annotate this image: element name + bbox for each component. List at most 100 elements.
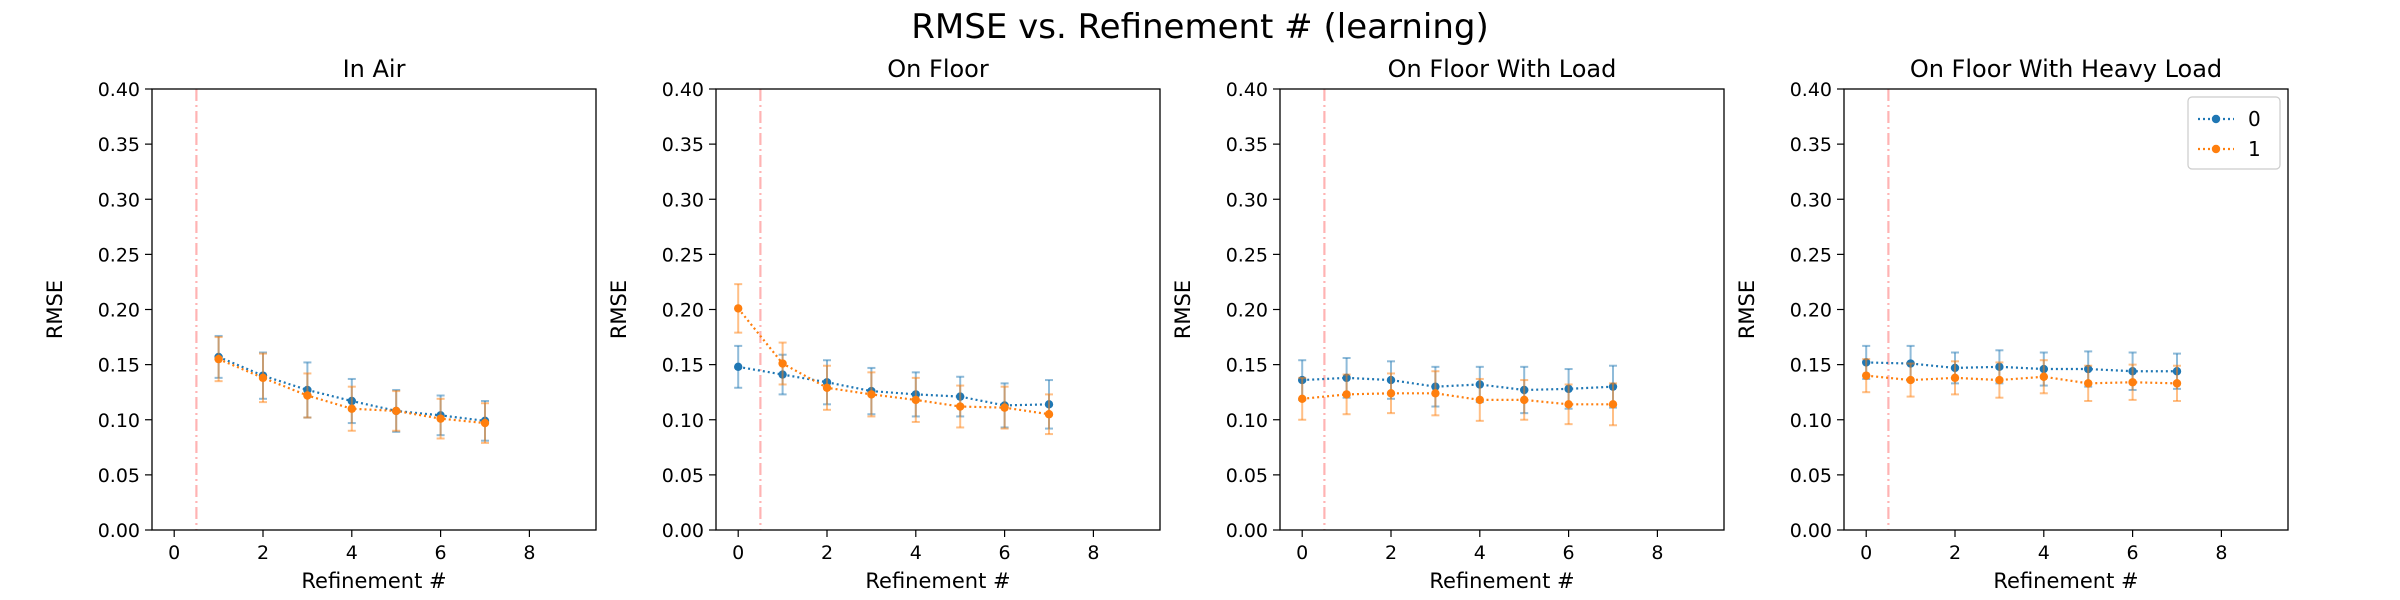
y-tick-label: 0.10 xyxy=(98,410,140,432)
legend-swatch-marker xyxy=(2211,144,2221,154)
y-tick-label: 0.20 xyxy=(98,300,140,322)
x-axis-label: Refinement # xyxy=(865,569,1010,593)
data-point xyxy=(1431,389,1440,398)
x-tick-label: 0 xyxy=(732,542,744,564)
y-tick-label: 0.30 xyxy=(662,189,704,211)
chart-panel-2: On Floor 0.00 0.05 0.10 0.15 0.20 0.25 0.30 0.35… xyxy=(607,55,1161,593)
y-tick-label: 0.25 xyxy=(1226,244,1268,266)
x-axis-label: Refinement # xyxy=(1993,569,2138,593)
legend-swatch-marker xyxy=(2211,114,2221,124)
y-tick-label: 0.15 xyxy=(98,355,140,377)
legend-label: 0 xyxy=(2248,107,2261,131)
data-point xyxy=(1386,389,1396,398)
data-point xyxy=(1044,410,1054,419)
y-tick-label: 0.25 xyxy=(662,244,704,266)
x-tick-label: 8 xyxy=(523,542,535,564)
y-axis-label: RMSE xyxy=(43,280,67,339)
series-line xyxy=(1302,376,1614,392)
x-tick-label: 2 xyxy=(821,542,833,564)
x-tick-label: 6 xyxy=(2127,542,2139,564)
legend-label: 1 xyxy=(2248,137,2261,161)
data-point xyxy=(1342,390,1351,399)
panel-title: On Floor With Load xyxy=(1388,55,1617,83)
plot-frame xyxy=(1279,88,1725,531)
x-tick-label: 4 xyxy=(346,542,358,564)
x-tick-label: 2 xyxy=(257,542,269,564)
data-point xyxy=(2084,379,2093,388)
y-tick-label: 0.40 xyxy=(1790,79,1832,101)
y-tick-label: 0.05 xyxy=(1226,465,1268,487)
data-point xyxy=(734,304,743,313)
data-point xyxy=(1298,394,1307,404)
data-point xyxy=(1906,375,1915,385)
y-tick-label: 0.40 xyxy=(662,79,704,101)
x-tick-label: 6 xyxy=(1563,542,1575,564)
x-tick-label: 4 xyxy=(2038,542,2050,564)
x-axis-label: Refinement # xyxy=(301,569,446,593)
data-point xyxy=(956,402,965,411)
y-tick-label: 0.35 xyxy=(1226,134,1268,156)
data-point xyxy=(1862,371,1871,380)
x-tick-label: 2 xyxy=(1385,542,1397,564)
y-tick-label: 0.35 xyxy=(662,134,704,156)
data-point xyxy=(214,354,223,364)
data-point xyxy=(1000,403,1009,412)
y-tick-label: 0.20 xyxy=(662,300,704,322)
y-tick-label: 0.35 xyxy=(1790,134,1832,156)
data-point xyxy=(911,395,920,405)
legend: 01 xyxy=(2187,96,2281,170)
series-1 xyxy=(734,283,1054,436)
data-point xyxy=(392,406,401,416)
series-line xyxy=(1866,374,2178,385)
series-1 xyxy=(1298,370,1618,427)
series-line xyxy=(1302,392,1613,406)
plot-frame xyxy=(151,88,597,531)
x-tick-label: 8 xyxy=(1087,542,1099,564)
y-tick-label: 0.00 xyxy=(98,520,140,542)
data-point xyxy=(2128,378,2137,387)
figure-suptitle: RMSE vs. Refinement # (learning) xyxy=(911,7,1488,47)
data-point xyxy=(822,383,832,392)
y-tick-label: 0.15 xyxy=(1226,355,1268,377)
y-axis-label: RMSE xyxy=(1171,280,1195,339)
data-point xyxy=(436,414,445,423)
y-tick-label: 0.15 xyxy=(1790,355,1832,377)
y-tick-label: 0.15 xyxy=(662,355,704,377)
x-tick-label: 6 xyxy=(435,542,447,564)
y-axis-label: RMSE xyxy=(607,280,631,339)
y-tick-label: 0.10 xyxy=(1226,410,1268,432)
y-tick-label: 0.25 xyxy=(98,244,140,266)
panel-title: In Air xyxy=(343,55,406,83)
data-point xyxy=(2172,379,2182,388)
data-point xyxy=(1564,400,1573,409)
panel-title: On Floor xyxy=(887,55,989,83)
y-tick-label: 0.05 xyxy=(98,465,140,487)
y-tick-label: 0.10 xyxy=(662,410,704,432)
data-point xyxy=(480,418,490,428)
data-point xyxy=(1475,395,1485,405)
data-point xyxy=(2039,372,2048,381)
y-tick-label: 0.00 xyxy=(662,520,704,542)
x-tick-label: 4 xyxy=(1474,542,1486,564)
y-tick-label: 0.05 xyxy=(1790,465,1832,487)
plot-frame xyxy=(715,88,1161,531)
y-tick-label: 0.20 xyxy=(1226,300,1268,322)
panel-title: On Floor With Heavy Load xyxy=(1910,55,2222,83)
y-tick-label: 0.25 xyxy=(1790,244,1832,266)
y-tick-label: 0.30 xyxy=(1790,189,1832,211)
chart-panel-4: On Floor With Heavy Load 0.00 0.05 0.10 0.15… xyxy=(1735,55,2289,593)
y-tick-label: 0.35 xyxy=(98,134,140,156)
series-1 xyxy=(214,336,490,444)
series-1 xyxy=(1862,358,2182,403)
legend-box xyxy=(2187,96,2281,170)
data-point xyxy=(1995,375,2004,385)
x-tick-label: 0 xyxy=(168,542,180,564)
data-point xyxy=(1608,400,1618,409)
data-point xyxy=(867,390,876,399)
y-tick-label: 0.30 xyxy=(1226,189,1268,211)
y-axis-label: RMSE xyxy=(1735,280,1759,339)
chart-panels: In Air 0.00 0.05 0.10 0.15 0.20 0.25 0.30 0.35 0.… xyxy=(43,55,2289,593)
data-point xyxy=(734,362,743,372)
